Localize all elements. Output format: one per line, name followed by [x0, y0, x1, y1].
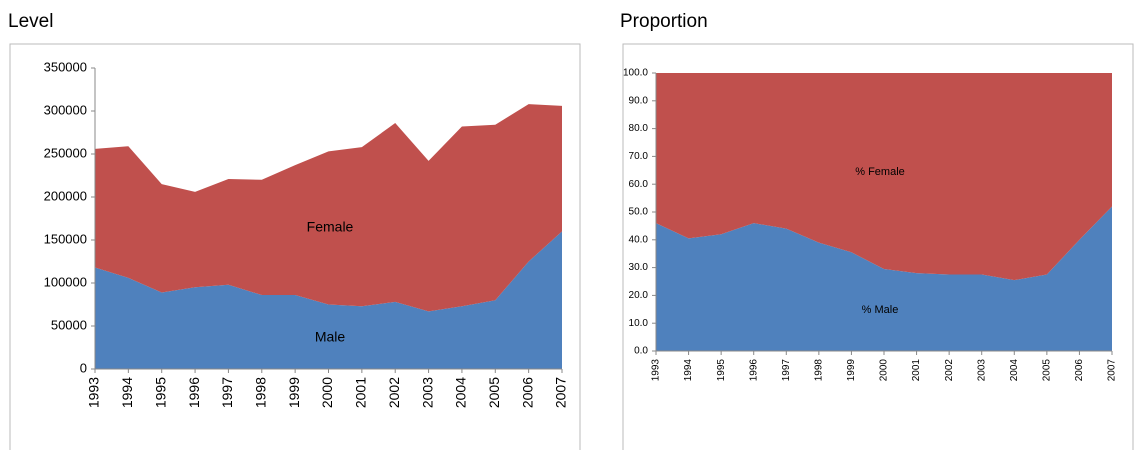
y-tick-label: 20.0: [629, 290, 649, 301]
x-tick-label: 2004: [453, 377, 469, 408]
x-tick-label: 1995: [716, 359, 727, 382]
x-tick-label: 2005: [486, 377, 502, 408]
y-tick-label: 100000: [44, 274, 87, 289]
x-tick-label: 1995: [152, 377, 168, 408]
x-tick-label: 1996: [186, 377, 202, 408]
chart-title: Proportion: [620, 11, 708, 32]
x-tick-label: 1999: [286, 377, 302, 408]
x-tick-label: 2003: [976, 359, 987, 382]
y-tick-label: 70.0: [629, 151, 649, 162]
x-tick-label: 2000: [879, 359, 890, 382]
panel-frame: [9, 43, 581, 450]
x-tick-label: 2007: [1107, 359, 1118, 382]
y-tick-label: 150000: [44, 231, 87, 246]
y-tick-label: 0.0: [634, 346, 648, 357]
x-tick-label: 1994: [119, 377, 135, 408]
series-label: Male: [315, 329, 346, 345]
panel-frame: [622, 43, 1134, 450]
x-tick-label: 1998: [813, 359, 824, 382]
x-tick-label: 1997: [781, 359, 792, 382]
y-tick-label: 60.0: [629, 179, 649, 190]
y-tick-label: 100.0: [623, 68, 648, 79]
area: [656, 73, 1112, 281]
x-tick-label: 1999: [846, 359, 857, 382]
x-tick-label: 1993: [651, 359, 662, 382]
series-label: Female: [307, 219, 354, 235]
y-tick-label: 30.0: [629, 262, 649, 273]
x-tick-label: 2004: [1009, 359, 1020, 382]
series-label: % Male: [862, 304, 899, 316]
y-tick-label: 90.0: [629, 95, 649, 106]
x-tick-label: 1996: [748, 359, 759, 382]
area: [95, 104, 562, 312]
x-tick-label: 1994: [683, 359, 694, 382]
y-tick-label: 200000: [44, 188, 87, 203]
x-tick-label: 2000: [319, 377, 335, 408]
x-tick-label: 2007: [553, 377, 569, 408]
x-tick-label: 2002: [386, 377, 402, 408]
x-tick-label: 2001: [911, 359, 922, 382]
area: [95, 231, 562, 369]
y-tick-label: 80.0: [629, 123, 649, 134]
y-tick-label: 10.0: [629, 318, 649, 329]
y-tick-label: 50000: [51, 317, 87, 332]
y-tick-label: 40.0: [629, 234, 649, 245]
x-tick-label: 2003: [419, 377, 435, 408]
series-label: % Female: [855, 166, 905, 178]
y-tick-label: 350000: [44, 59, 87, 74]
y-tick-label: 250000: [44, 145, 87, 160]
x-tick-label: 2006: [1074, 359, 1085, 382]
x-tick-label: 2002: [944, 359, 955, 382]
y-tick-label: 300000: [44, 102, 87, 117]
x-tick-label: 1998: [252, 377, 268, 408]
y-tick-label: 0: [80, 360, 87, 375]
x-tick-label: 1993: [86, 377, 102, 408]
x-tick-label: 2001: [353, 377, 369, 408]
chart-title: Level: [8, 11, 53, 32]
x-tick-label: 1997: [219, 377, 235, 408]
area: [656, 206, 1112, 351]
x-tick-label: 2006: [519, 377, 535, 408]
x-tick-label: 2005: [1041, 359, 1052, 382]
y-tick-label: 50.0: [629, 207, 649, 218]
